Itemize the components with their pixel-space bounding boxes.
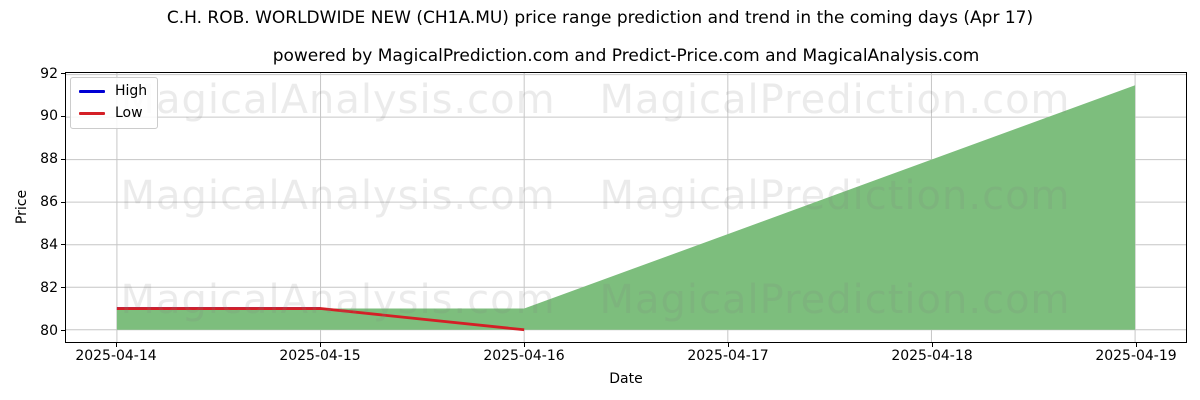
x-tick-mark [115, 343, 117, 347]
y-tick-mark [61, 330, 65, 332]
y-axis-label: Price [14, 189, 30, 225]
x-tick-mark [727, 343, 729, 347]
legend: High Low [70, 77, 159, 129]
axes-subtitle: powered by MagicalPrediction.com and Pre… [272, 46, 980, 66]
x-tick-label: 2025-04-18 [891, 348, 973, 364]
legend-item-low: Low [79, 105, 147, 122]
prediction-range-area [116, 85, 1136, 330]
y-tick-mark [61, 201, 65, 203]
high-line-swatch [79, 90, 105, 93]
y-tick-mark [61, 287, 65, 289]
y-tick-mark [61, 115, 65, 117]
y-tick-label: 90 [40, 108, 58, 125]
y-tick-label: 88 [40, 151, 58, 168]
x-tick-label: 2025-04-19 [1095, 348, 1177, 364]
y-tick-mark [61, 244, 65, 246]
x-tick-label: 2025-04-14 [75, 348, 157, 364]
y-tick-mark [61, 158, 65, 160]
y-tick-label: 86 [40, 194, 58, 211]
legend-label-high: High [115, 83, 148, 99]
x-tick-mark [931, 343, 933, 347]
figure-title: C.H. ROB. WORLDWIDE NEW (CH1A.MU) price … [166, 8, 1034, 28]
legend-label-low: Low [115, 105, 143, 121]
x-tick-mark [523, 343, 525, 347]
y-tick-label: 80 [40, 322, 58, 339]
legend-item-high: High [79, 83, 147, 100]
plot-area [65, 72, 1187, 343]
low-line-swatch [79, 112, 105, 115]
y-tick-label: 84 [40, 236, 58, 253]
x-tick-mark [1135, 343, 1137, 347]
y-tick-label: 82 [40, 279, 58, 296]
chart-canvas [66, 73, 1186, 342]
y-tick-mark [61, 73, 65, 75]
x-tick-label: 2025-04-16 [483, 348, 565, 364]
x-axis-label: Date [609, 371, 643, 387]
x-tick-label: 2025-04-15 [279, 348, 361, 364]
x-tick-mark [319, 343, 321, 347]
x-tick-label: 2025-04-17 [687, 348, 769, 364]
low-line [116, 307, 525, 332]
y-tick-label: 92 [40, 65, 58, 82]
